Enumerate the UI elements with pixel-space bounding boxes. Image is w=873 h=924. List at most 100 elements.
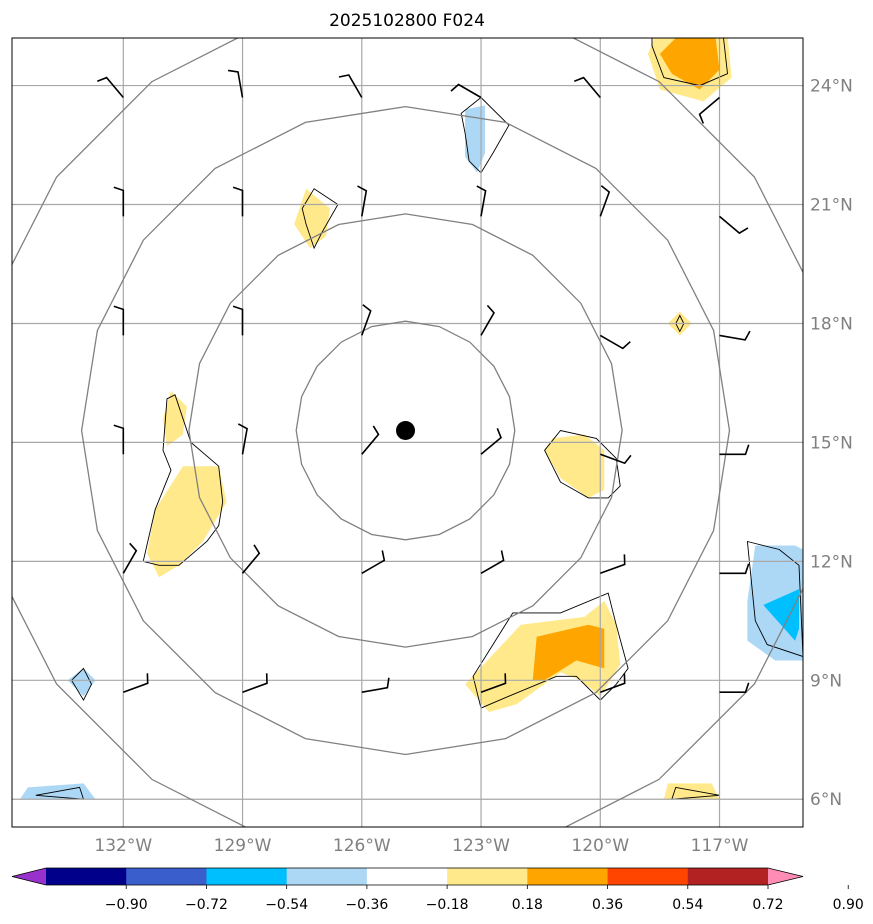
contour-line [35,786,85,800]
wind-barb [361,304,372,336]
wind-barb [480,673,507,693]
wind-barb [361,425,380,455]
contour-fill [659,38,720,90]
y-tick-label: 15°N [810,433,853,453]
colorbar-tick-label: −0.72 [185,897,228,913]
contour-line [71,667,93,702]
chart-title: 2025102800 F024 [329,11,485,31]
wind-barbs [97,69,751,693]
contour-line [142,394,224,566]
contour-fill [147,466,227,578]
wind-barb [600,673,626,693]
colorbar-extend-min [12,868,46,885]
contour-fill [532,624,605,681]
wind-barb [480,304,495,336]
wind-barb [241,544,261,574]
y-tick-label: 9°N [810,671,842,691]
colorbar-swatch [527,868,608,885]
wind-barb [113,305,125,336]
storm-center [396,421,416,441]
gridlines [12,38,803,827]
contour-line [746,540,803,657]
y-tick-label: 24°N [810,77,853,97]
wind-barb [698,96,721,124]
wind-barb [122,542,138,574]
map-frame [11,37,804,828]
x-tick-label: 117°W [691,836,749,856]
wind-barb [338,74,363,98]
wind-barb [361,677,390,693]
contour-line [671,786,720,800]
colorbar-tick-label: 0.54 [672,897,703,913]
colorbar-swatch [366,868,448,885]
x-tick-label: 132°W [94,836,152,856]
contour-fill [163,390,187,447]
wind-barb [719,330,751,341]
colorbar-tick-label: −0.90 [105,897,148,913]
wind-barb [719,682,750,693]
colorbar: −0.90 −0.72 −0.54 −0.36 −0.18 0.18 0.36 0.54 0.7… [11,867,864,913]
wind-barb [113,424,125,455]
contour-line [544,430,621,499]
contour-line [460,96,510,174]
storm-center-dot [396,421,416,441]
wind-barb [718,215,749,235]
wind-barb [97,76,124,99]
colorbar-tick-label: 0.36 [592,897,623,913]
wind-barb [232,186,244,217]
colorbar-tick-label: 0.72 [752,897,783,913]
range-ring [12,38,803,827]
y-tick-label: 21°N [810,196,853,216]
x-tick-label: 123°W [452,836,510,856]
wind-barb [719,444,750,456]
wind-barb [450,83,482,99]
wind-barb [574,76,601,99]
wind-barb [123,673,149,693]
wind-barb [237,423,248,455]
wind-barb [113,186,125,217]
wind-barb [600,554,626,575]
wind-barb [719,563,750,575]
colorbar-swatch [607,868,689,885]
colorbar-extend-max [768,868,803,885]
wind-barb [599,334,631,350]
wind-barb [227,69,244,98]
x-axis: 132°W 129°W 126°W 123°W 120°W 117°W [94,836,748,856]
y-tick-label: 18°N [810,314,853,334]
wind-barb [357,185,368,217]
colorbar-swatch [286,868,368,885]
x-tick-label: 126°W [333,836,391,856]
colorbar-tick-label: −0.36 [345,897,388,913]
colorbar-swatch [687,868,769,885]
colorbar-swatch [206,868,287,885]
y-axis: 6°N 9°N 12°N 15°N 18°N 21°N 24°N [810,77,853,811]
colorbar-swatch [447,868,528,885]
colorbar-swatch [126,868,207,885]
wind-barb [599,185,611,217]
range-rings [12,38,803,827]
range-ring [188,213,623,648]
wind-barb [242,673,268,693]
wind-barb [361,550,386,574]
colorbar-tick-label: −0.54 [265,897,308,913]
colorbar-tick-label: 0.90 [833,897,864,913]
contour-fill [763,589,799,641]
x-tick-label: 129°W [214,836,272,856]
x-tick-label: 120°W [571,836,629,856]
wind-barb [480,550,505,574]
range-ring [80,105,731,756]
wind-barb [476,185,487,217]
range-ring [295,320,516,541]
colorbar-tick-label: 0.18 [512,897,543,913]
contour-line [675,314,685,333]
wind-barb [480,428,502,455]
y-tick-label: 6°N [810,790,842,810]
y-tick-label: 12°N [810,552,853,572]
wind-barb [600,453,632,465]
colorbar-frame [11,867,804,886]
wind-barb [232,305,244,336]
contour-fill [465,105,485,173]
contour-fill [544,434,605,498]
colorbar-tick-label: −0.18 [426,897,469,913]
